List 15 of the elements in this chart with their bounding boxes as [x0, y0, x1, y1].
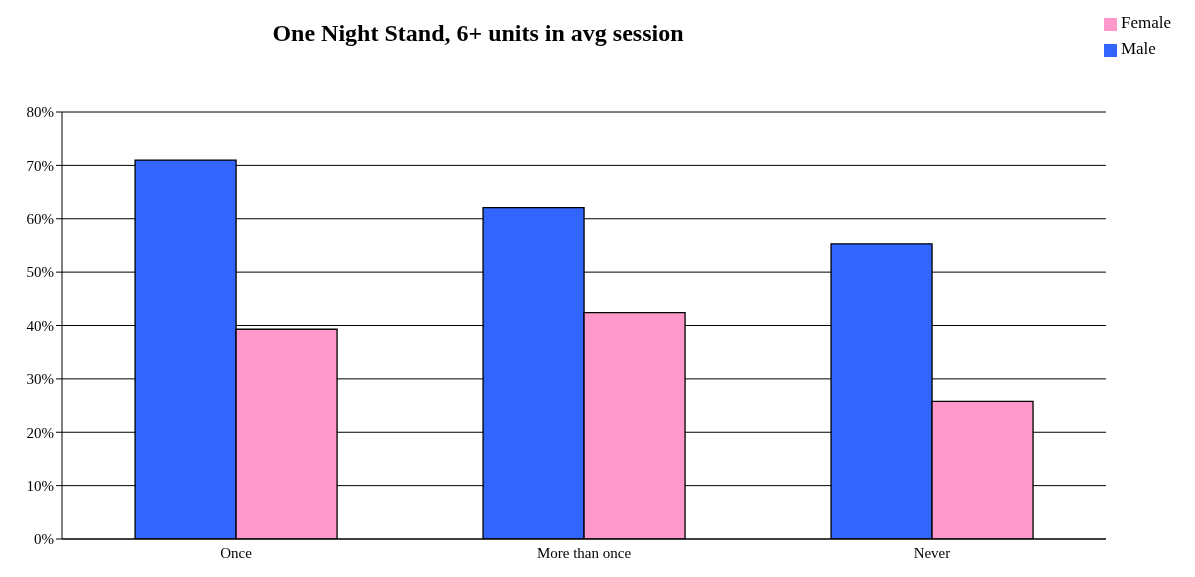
- x-tick-label: Once: [220, 544, 253, 561]
- legend-label: Male: [1120, 39, 1156, 58]
- y-tick-label: 40%: [26, 317, 54, 334]
- legend-label: Female: [1120, 13, 1171, 32]
- y-tick-label: 30%: [26, 371, 54, 388]
- y-tick-label: 10%: [26, 477, 54, 494]
- y-tick-label: 0%: [34, 531, 54, 548]
- x-tick-label: More than once: [536, 544, 632, 561]
- y-tick-label: 20%: [26, 424, 54, 441]
- y-tick-label: 70%: [26, 157, 54, 174]
- chart-title: One Night Stand, 6+ units in avg session: [271, 20, 685, 47]
- y-tick-label: 50%: [26, 264, 54, 281]
- x-tick-label: Never: [913, 544, 951, 561]
- y-tick-label: 60%: [26, 211, 54, 228]
- y-tick-label: 80%: [26, 104, 54, 121]
